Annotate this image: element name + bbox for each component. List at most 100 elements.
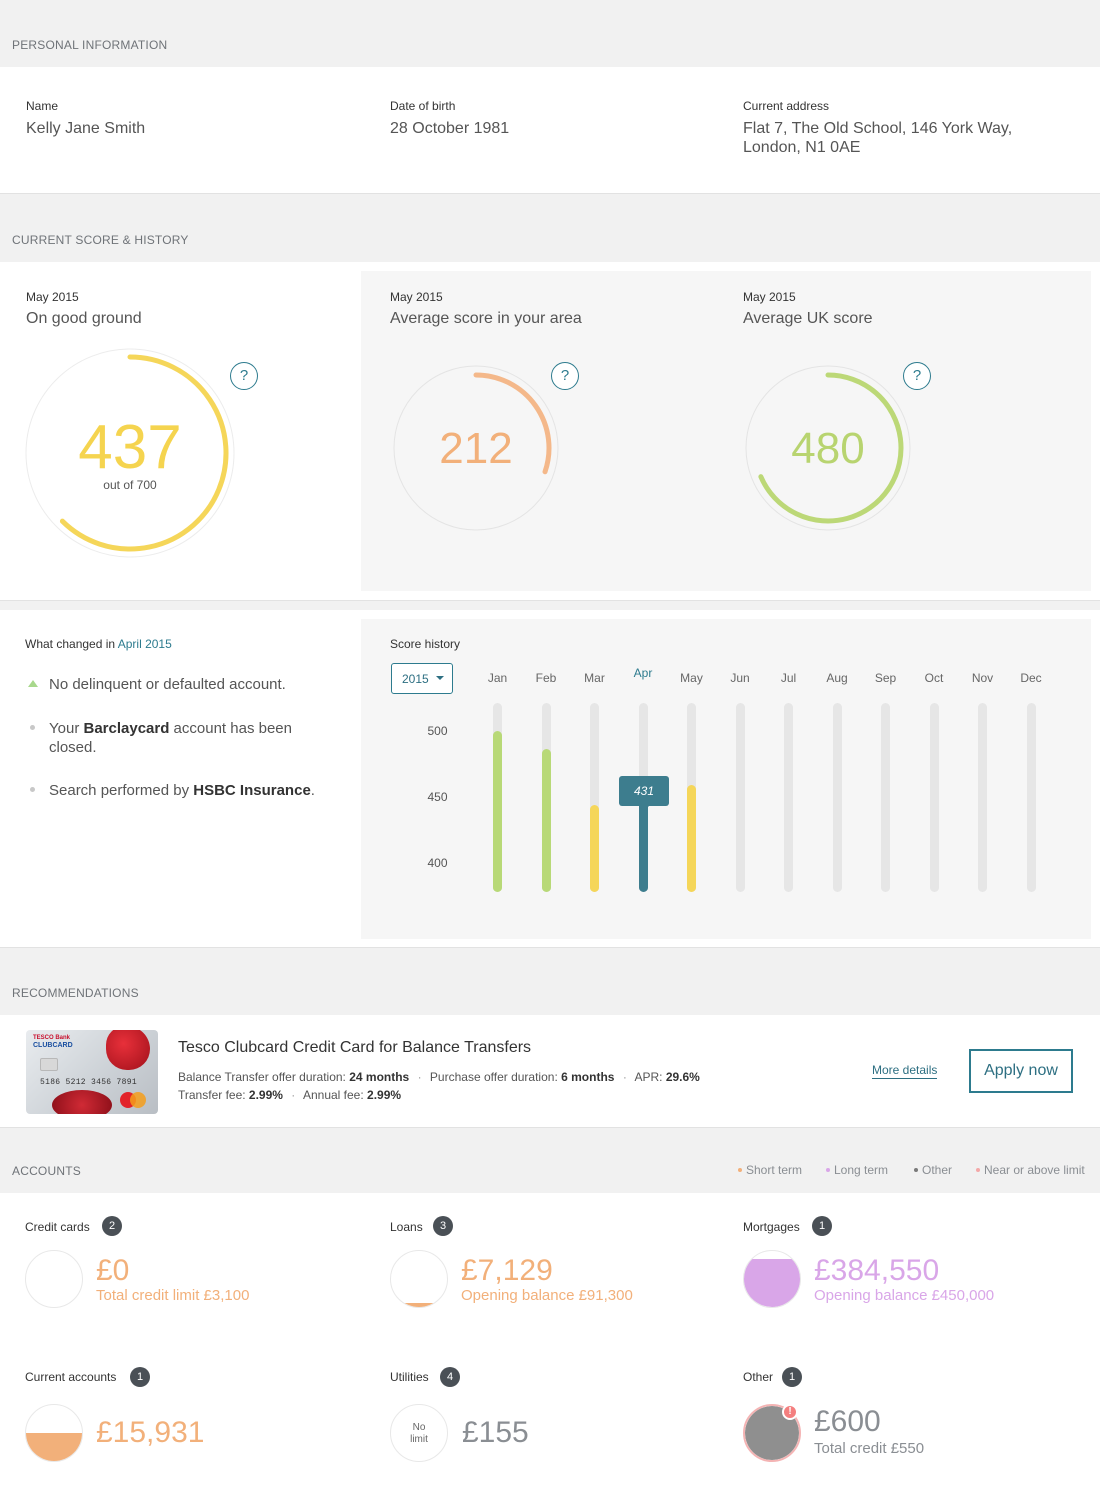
current-accounts-usage-circle[interactable] xyxy=(25,1404,83,1462)
uk-score-arc xyxy=(758,372,904,524)
month-label-nov[interactable]: Nov xyxy=(971,671,994,685)
credit-card-image: TESCO Bank CLUBCARD 5186 5212 3456 7891 xyxy=(26,1030,158,1114)
legend-short-label: Short term xyxy=(746,1163,803,1177)
address-line1: Flat 7, The Old School, 146 York Way, xyxy=(743,120,1013,137)
mortgages-sub: Opening balance £450,000 xyxy=(814,1287,995,1304)
bar-track-oct xyxy=(929,703,939,892)
month-label-dec[interactable]: Dec xyxy=(1020,671,1042,685)
legend-short-term: Short term xyxy=(738,1163,802,1177)
uk-score-date: May 2015 xyxy=(743,290,796,304)
recommendation-title: Tesco Clubcard Credit Card for Balance T… xyxy=(178,1039,532,1056)
legend-other: Other xyxy=(914,1163,952,1177)
what-changed-month[interactable]: April 2015 xyxy=(117,637,172,651)
change-item-3-post: . xyxy=(310,782,315,799)
no-limit-line2: limit xyxy=(410,1434,428,1445)
utilities-amount: £155 xyxy=(462,1416,529,1449)
bar-track-sep xyxy=(881,703,890,892)
credit-cards-amount: £0 xyxy=(96,1254,130,1287)
other-amount: £600 xyxy=(814,1405,881,1438)
score-bar-mar[interactable] xyxy=(590,804,599,892)
utilities-count-badge: 4 xyxy=(440,1367,460,1387)
uk-score-caption: Average UK score xyxy=(743,310,873,327)
apr-label: APR: xyxy=(634,1070,666,1084)
current-accounts-amount: £15,931 xyxy=(96,1416,205,1449)
uk-score-gauge xyxy=(745,365,911,531)
help-icon-area[interactable]: ? xyxy=(551,362,579,390)
mastercard-yellow-icon xyxy=(130,1092,146,1108)
score-bar-jan[interactable] xyxy=(493,730,502,892)
score-bar-may[interactable] xyxy=(687,784,696,892)
tf-label: Transfer fee: xyxy=(178,1088,249,1102)
what-changed-heading: What changed in April 2015 xyxy=(25,637,172,651)
month-label-mar[interactable]: Mar xyxy=(584,671,605,685)
separator-dot: · xyxy=(417,1070,422,1084)
bt-label: Balance Transfer offer duration: xyxy=(178,1070,350,1084)
area-score-arc xyxy=(473,372,552,475)
current-score-arc xyxy=(59,354,229,552)
dob-value: 28 October 1981 xyxy=(390,120,510,137)
area-score-caption: Average score in your area xyxy=(390,310,582,327)
apply-now-button[interactable]: Apply now xyxy=(969,1049,1073,1093)
legend-other-label: Other xyxy=(922,1163,953,1177)
year-select-value: 2015 xyxy=(402,672,429,686)
bar-track-aug xyxy=(832,703,842,892)
score-bar-feb[interactable] xyxy=(541,749,551,892)
uk-score-value: 480 xyxy=(791,424,865,473)
month-label-sep[interactable]: Sep xyxy=(874,671,897,685)
current-score-sub: out of 700 xyxy=(103,478,157,492)
strawberry-graphic-2 xyxy=(52,1090,112,1114)
year-select[interactable]: 2015 xyxy=(391,663,453,694)
mortgages-usage-circle[interactable] xyxy=(743,1250,801,1308)
section-title-personal: PERSONAL INFORMATION xyxy=(12,38,168,52)
utilities-usage-circle[interactable]: No limit xyxy=(390,1404,448,1462)
recommendation-details-line1: Balance Transfer offer duration: 24 mont… xyxy=(178,1070,700,1084)
more-details-link[interactable]: More details xyxy=(872,1063,938,1079)
section-title-accounts: ACCOUNTS xyxy=(12,1164,81,1178)
help-icon-uk[interactable]: ? xyxy=(903,362,931,390)
loans-count-badge: 3 xyxy=(433,1216,453,1236)
recommendation-card: TESCO Bank CLUBCARD 5186 5212 3456 7891 … xyxy=(0,1015,1100,1128)
current-score-value: 437 xyxy=(78,413,182,482)
alert-icon: ! xyxy=(782,1404,798,1420)
score-bar-apr[interactable] xyxy=(638,794,648,892)
month-label-feb[interactable]: Feb xyxy=(535,671,557,685)
mortgages-fill xyxy=(744,1259,800,1307)
current-score-date: May 2015 xyxy=(26,290,79,304)
current-accounts-count-badge: 1 xyxy=(130,1367,150,1387)
legend-long-label: Long term xyxy=(834,1163,889,1177)
legend-dot-near xyxy=(976,1167,980,1172)
month-label-jan[interactable]: Jan xyxy=(487,671,508,685)
area-score-date: May 2015 xyxy=(390,290,443,304)
mortgages-title: Mortgages xyxy=(743,1220,800,1234)
personal-info-card: Name Kelly Jane Smith Date of birth 28 O… xyxy=(0,67,1100,194)
change-item-3-pre: Search performed by xyxy=(49,782,194,799)
credit-cards-count-badge: 2 xyxy=(102,1216,122,1236)
month-label-may[interactable]: May xyxy=(680,671,703,685)
help-icon-current[interactable]: ? xyxy=(230,362,258,390)
credit-cards-title: Credit cards xyxy=(25,1220,90,1234)
score-tooltip-value: 431 xyxy=(633,784,655,798)
accounts-card xyxy=(0,1193,1100,1492)
po-value: 6 months xyxy=(561,1070,615,1084)
change-item-2-post: closed. xyxy=(49,739,97,756)
credit-cards-usage-circle[interactable] xyxy=(25,1250,83,1308)
bar-track-jun xyxy=(735,703,745,892)
month-label-oct[interactable]: Oct xyxy=(924,671,944,685)
legend-near-limit: Near or above limit xyxy=(976,1163,1085,1177)
utilities-title: Utilities xyxy=(390,1370,429,1384)
month-label-jun[interactable]: Jun xyxy=(730,671,750,685)
section-title-score: CURRENT SCORE & HISTORY xyxy=(12,233,189,247)
current-accounts-title: Current accounts xyxy=(25,1370,117,1384)
current-score-gauge xyxy=(25,348,235,558)
loans-title: Loans xyxy=(390,1220,423,1234)
card-brand-text: TESCO Bank xyxy=(33,1035,71,1041)
bar-track-nov xyxy=(978,703,987,892)
loans-usage-circle[interactable] xyxy=(390,1250,448,1308)
af-label: Annual fee: xyxy=(302,1088,368,1102)
month-label-apr[interactable]: Apr xyxy=(633,666,653,680)
apr-value: 29.6% xyxy=(665,1070,700,1084)
what-changed-prefix: What changed in xyxy=(25,637,118,651)
month-label-jul[interactable]: Jul xyxy=(780,671,797,685)
month-label-aug[interactable]: Aug xyxy=(826,671,848,685)
loans-sub: Opening balance £91,300 xyxy=(461,1287,633,1304)
